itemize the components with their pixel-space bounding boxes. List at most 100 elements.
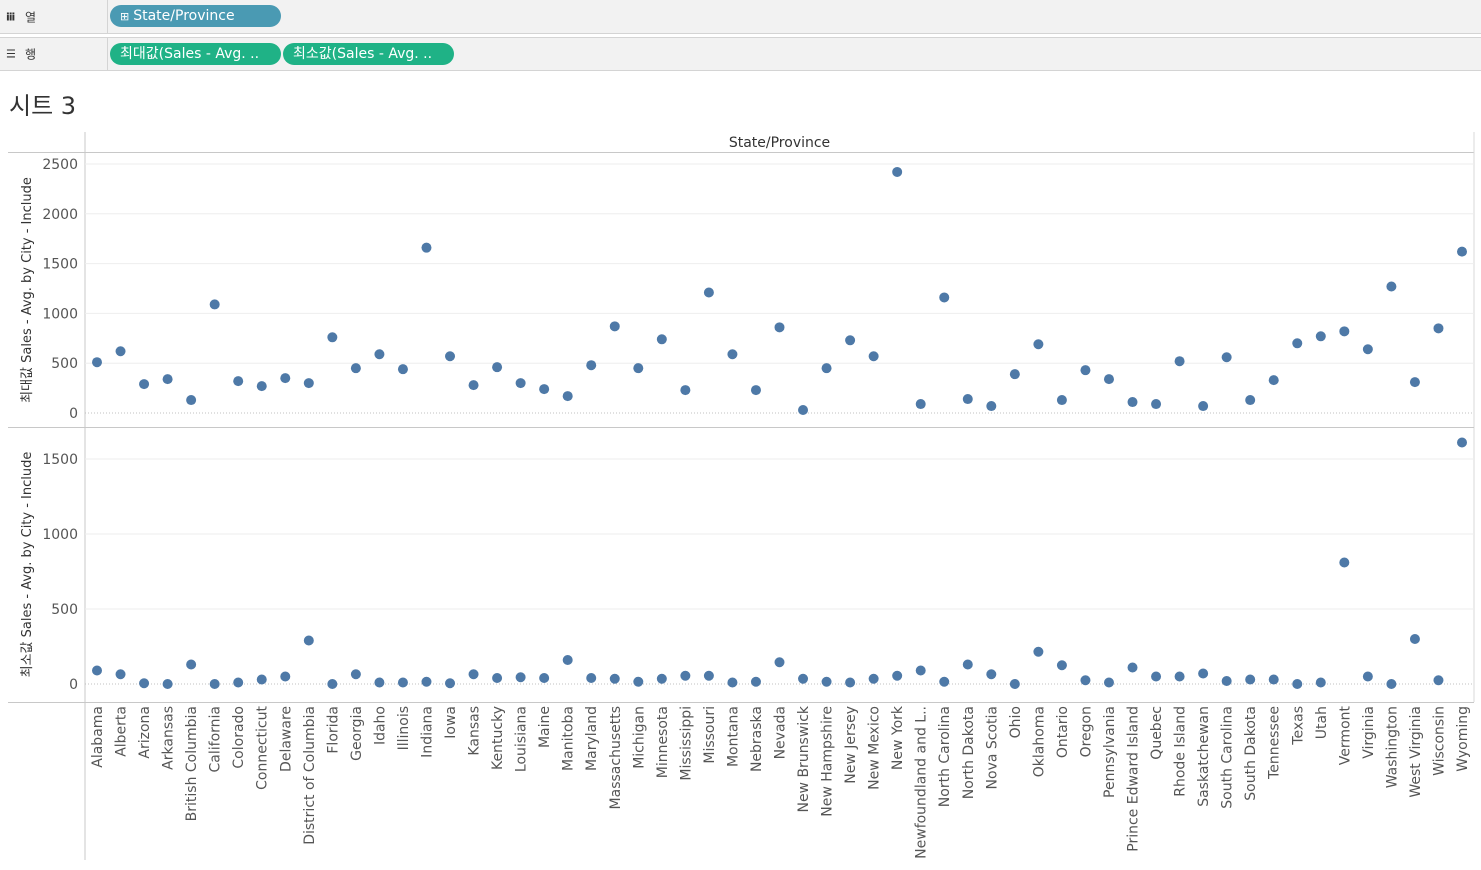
data-point <box>92 357 102 368</box>
data-point <box>256 674 267 685</box>
data-point <box>139 379 150 390</box>
data-point <box>1409 634 1420 644</box>
x-tick-label: Indiana <box>419 706 435 758</box>
data-point <box>1198 668 1209 679</box>
x-tick-label: Kansas <box>467 706 483 756</box>
data-point <box>1151 671 1162 682</box>
x-tick-label: Wyoming <box>1455 706 1471 772</box>
data-point <box>1292 679 1303 689</box>
x-tick-label: Ohio <box>1008 706 1024 738</box>
data-point <box>1103 677 1114 688</box>
columns-label: 열 <box>25 10 37 24</box>
data-point <box>868 673 879 684</box>
x-tick-label: Nebraska <box>749 706 765 772</box>
x-tick-label: Arkansas <box>161 706 177 770</box>
x-tick-label: Saskatchewan <box>1196 706 1212 807</box>
x-tick-label: Michigan <box>631 706 647 769</box>
data-point <box>327 679 338 689</box>
data-point <box>303 635 314 646</box>
data-point <box>397 677 408 688</box>
min-sales-pill[interactable]: 최소값(Sales - Avg. .. <box>283 43 454 65</box>
data-point <box>750 676 761 687</box>
data-point <box>515 672 526 683</box>
x-tick-label: Florida <box>325 706 341 754</box>
data-point <box>680 670 691 681</box>
x-tick-label: California <box>208 706 224 772</box>
data-point <box>1221 352 1232 363</box>
data-point <box>374 677 385 688</box>
x-tick-label: Illinois <box>396 706 412 750</box>
x-tick-label: Mississippi <box>678 706 694 781</box>
data-point <box>1433 323 1444 334</box>
data-point <box>1174 671 1185 682</box>
data-point <box>350 669 361 680</box>
data-point <box>1198 401 1209 412</box>
y-axis-title: 최대값 Sales - Avg. by City - Include <box>20 177 35 403</box>
data-point <box>1362 344 1373 355</box>
data-point <box>139 678 150 689</box>
state-province-pill[interactable]: ⊞ State/Province <box>110 5 281 27</box>
data-point <box>633 676 644 687</box>
data-point <box>750 385 761 396</box>
data-point <box>1174 356 1185 367</box>
data-point <box>162 679 173 689</box>
data-point <box>1268 674 1279 685</box>
data-point <box>209 679 220 689</box>
pane-1: 0 500 1000 1500 2000 2500 최대값 Sales - Avg. by … <box>20 157 1474 422</box>
data-point <box>892 166 903 177</box>
expand-plus-icon[interactable]: ⊞ <box>120 10 130 23</box>
x-tick-label: District of Columbia <box>302 706 318 845</box>
x-tick-label: South Dakota <box>1243 706 1259 801</box>
data-point <box>492 673 503 683</box>
y-tick-label: 1000 <box>42 527 78 543</box>
rows-shelf-label: ☰ 행 <box>0 38 108 70</box>
rows-shelf: ☰ 행 최대값(Sales - Avg. .. 최소값(Sales - Avg.… <box>0 37 1481 71</box>
data-point <box>445 351 456 362</box>
columns-shelf: iii 열 ⊞ State/Province <box>0 0 1481 34</box>
x-tick-label: Newfoundland and L.. <box>914 706 930 859</box>
data-point <box>962 394 973 405</box>
pane-2: 0 500 1000 1500 최소값 Sales - Avg. by City - I… <box>20 437 1474 693</box>
data-point <box>1009 679 1020 689</box>
y-tick-label: 0 <box>69 677 78 693</box>
x-tick-label: North Carolina <box>937 706 953 807</box>
data-point <box>186 659 197 670</box>
data-point <box>492 362 503 373</box>
x-tick-label: North Dakota <box>961 706 977 799</box>
data-point <box>798 405 809 416</box>
data-point <box>1315 331 1326 342</box>
data-point <box>939 676 950 687</box>
data-point <box>515 378 526 389</box>
x-tick-label: Missouri <box>702 706 718 764</box>
y-axis-title: 최소값 Sales - Avg. by City - Include <box>20 452 35 678</box>
data-point <box>774 657 785 668</box>
x-tick-label: West Virginia <box>1408 706 1424 798</box>
y-tick-label: 0 <box>69 406 78 422</box>
data-point <box>727 349 738 360</box>
data-point <box>209 299 220 310</box>
data-point <box>468 669 479 680</box>
max-sales-pill[interactable]: 최대값(Sales - Avg. .. <box>110 43 281 65</box>
y-tick-label: 1000 <box>42 306 78 322</box>
y-tick-label: 500 <box>51 356 78 372</box>
data-point <box>798 673 809 684</box>
y-tick-label: 1500 <box>42 257 78 273</box>
data-point <box>280 373 291 384</box>
data-point <box>162 374 173 385</box>
data-point <box>845 677 856 688</box>
columns-icon: iii <box>6 10 15 23</box>
x-tick-label: Nevada <box>773 706 789 759</box>
x-tick-label: Manitoba <box>561 706 577 771</box>
columns-shelf-label: iii 열 <box>0 0 108 33</box>
x-tick-label: Nova Scotia <box>984 706 1000 789</box>
data-point <box>303 378 314 389</box>
data-point <box>562 391 573 402</box>
data-point <box>633 363 644 374</box>
data-point <box>868 351 879 362</box>
data-point <box>1433 675 1444 686</box>
x-tick-label: Louisiana <box>514 706 530 772</box>
data-point <box>1386 679 1397 689</box>
data-point <box>703 287 714 298</box>
x-tick-label: Vermont <box>1337 705 1353 765</box>
